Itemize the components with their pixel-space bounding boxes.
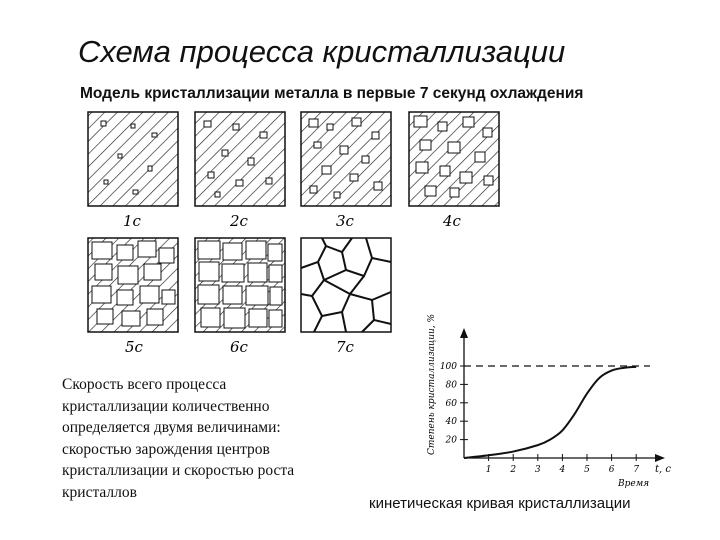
panel-label-7: 7с bbox=[336, 338, 355, 356]
panel-3s bbox=[300, 111, 392, 207]
panel-label-1: 1с bbox=[123, 212, 142, 230]
description-line: Скорость всего процесса bbox=[62, 376, 227, 393]
panel-label-4: 4с bbox=[442, 212, 462, 230]
y-tick-label: 60 bbox=[446, 399, 458, 409]
description-line: определяется двумя величинами: bbox=[62, 419, 281, 436]
panel-7s bbox=[300, 237, 392, 333]
panel-labels: 1с 2с 3с 4с 5с 6с 7с bbox=[123, 212, 462, 356]
x-axis-symbol: t, с bbox=[655, 464, 671, 475]
kinetic-chart: 20 40 60 80 100 1 2 3 4 5 6 7 Степень кристаллизац… bbox=[427, 314, 671, 489]
description-line: кристаллизации и скоростью роста bbox=[62, 462, 295, 479]
y-axis-arrow bbox=[460, 328, 468, 338]
x-tick-label: 1 bbox=[486, 465, 492, 475]
y-tick-label: 40 bbox=[445, 417, 458, 427]
page-subtitle: Модель кристаллизации металла в первые 7… bbox=[80, 85, 584, 102]
description-text: Скорость всего процесса кристаллизации к… bbox=[62, 374, 382, 503]
x-tick-label: 4 bbox=[559, 465, 566, 475]
description-line: скоростью зарождения центров bbox=[62, 440, 270, 458]
x-axis-arrow bbox=[655, 454, 665, 462]
x-tick-label: 2 bbox=[509, 465, 516, 475]
kinetic-curve bbox=[463, 365, 637, 459]
x-tick-label: 5 bbox=[584, 465, 590, 475]
panel-label-2: 2с bbox=[229, 212, 249, 230]
description-line: кристаллизации количественно bbox=[62, 397, 270, 415]
panel-6s bbox=[194, 237, 286, 333]
x-tick-label: 3 bbox=[535, 465, 541, 475]
panel-4s bbox=[408, 111, 500, 207]
y-tick-label: 20 bbox=[445, 436, 458, 446]
panel-label-3: 3с bbox=[336, 212, 355, 230]
panel-2s bbox=[194, 111, 286, 207]
panel-1s bbox=[87, 111, 179, 207]
curve-caption: кинетическая кривая кристаллизации bbox=[369, 495, 631, 512]
description-line: кристаллов bbox=[62, 483, 137, 501]
panel-label-6: 6с bbox=[230, 338, 249, 356]
x-tick-label: 7 bbox=[633, 465, 639, 475]
x-tick-label: 6 bbox=[609, 465, 615, 475]
y-tick-label: 80 bbox=[446, 380, 458, 390]
panel-label-5: 5с bbox=[125, 338, 144, 356]
page-title: Схема процесса кристаллизации bbox=[78, 34, 566, 69]
y-axis-label: Степень кристаллизации, % bbox=[427, 314, 437, 455]
panel-5s bbox=[87, 237, 179, 333]
y-tick-label: 100 bbox=[440, 362, 457, 372]
x-axis-label: Время bbox=[617, 479, 649, 489]
